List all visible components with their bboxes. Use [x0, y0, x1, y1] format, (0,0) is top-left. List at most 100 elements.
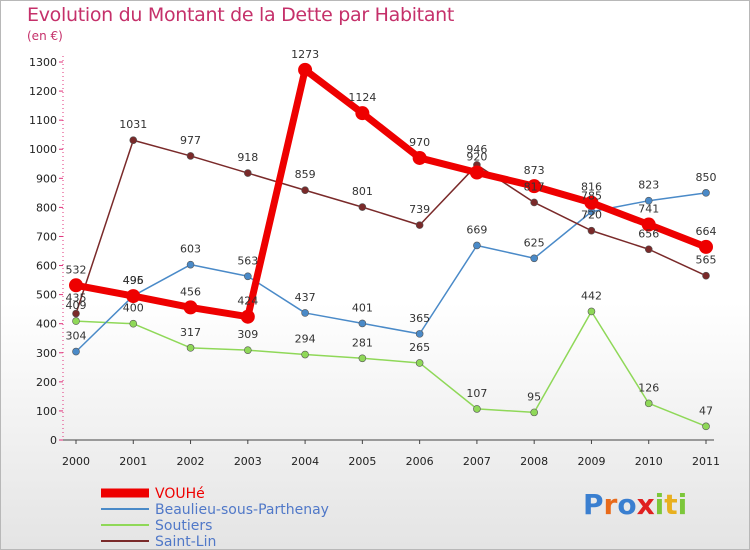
- data-label: 401: [352, 301, 373, 314]
- data-point: [69, 278, 83, 293]
- data-point: [587, 307, 596, 316]
- data-label: 977: [180, 134, 201, 147]
- data-label: 456: [180, 285, 201, 298]
- data-point: [183, 300, 198, 315]
- data-point: [244, 346, 252, 354]
- x-tick-label: 2010: [635, 455, 663, 468]
- data-point: [358, 354, 367, 363]
- data-label: 563: [237, 254, 258, 267]
- data-point: [530, 408, 538, 417]
- y-tick-label: 600: [36, 260, 57, 273]
- y-tick-label: 300: [36, 347, 57, 360]
- x-tick-label: 2001: [119, 455, 147, 468]
- data-label: 565: [696, 254, 717, 267]
- y-tick-label: 700: [36, 230, 57, 243]
- data-label: 1031: [119, 118, 147, 131]
- data-label: 823: [638, 179, 659, 192]
- y-tick-label: 0: [50, 434, 57, 447]
- data-point: [584, 195, 599, 210]
- data-label: 126: [638, 381, 659, 394]
- data-point: [699, 239, 713, 254]
- legend-entry: VOUHé: [155, 486, 205, 502]
- data-point: [186, 344, 195, 352]
- data-label: 309: [237, 328, 258, 341]
- series-line-2: [75, 310, 707, 428]
- data-label: 442: [581, 289, 602, 302]
- data-point: [301, 186, 309, 195]
- data-point: [186, 260, 195, 269]
- y-tick-label: 1300: [29, 56, 57, 69]
- data-label: 817: [524, 180, 545, 193]
- data-label: 281: [352, 336, 373, 349]
- data-label: 265: [409, 341, 430, 354]
- data-label: 1124: [348, 91, 376, 104]
- data-point: [355, 106, 370, 121]
- y-tick-label: 1100: [29, 114, 57, 127]
- x-tick-label: 2003: [234, 455, 262, 468]
- data-point: [644, 196, 653, 205]
- logo-letter: r: [603, 488, 618, 521]
- logo-letter: o: [617, 488, 637, 521]
- data-point: [72, 347, 80, 356]
- x-tick-label: 2005: [348, 455, 376, 468]
- data-point: [186, 152, 195, 160]
- data-point: [473, 241, 481, 250]
- data-label: 873: [524, 164, 545, 177]
- data-point: [415, 330, 424, 338]
- y-tick-label: 500: [36, 289, 57, 302]
- proxiti-logo: Proxiti: [583, 488, 687, 521]
- data-label: 669: [466, 223, 487, 236]
- data-label: 946: [466, 143, 487, 156]
- chart-title: Evolution du Montant de la Dette par Hab…: [27, 4, 455, 26]
- data-point: [473, 405, 481, 413]
- data-label: 801: [352, 185, 373, 198]
- data-point: [587, 226, 596, 235]
- legend-entry: Beaulieu-sous-Parthenay: [155, 502, 329, 518]
- x-tick-label: 2006: [406, 455, 434, 468]
- data-label: 424: [237, 295, 258, 308]
- data-point: [644, 399, 653, 408]
- data-label: 496: [123, 274, 144, 287]
- data-label: 739: [409, 203, 430, 216]
- data-label: 920: [466, 150, 487, 163]
- data-point: [702, 189, 710, 197]
- data-point: [244, 272, 252, 281]
- data-label: 625: [524, 236, 545, 249]
- data-point: [530, 254, 538, 263]
- series-line-3: [75, 139, 707, 314]
- y-tick-label: 400: [36, 318, 57, 331]
- y-tick-label: 100: [36, 405, 57, 418]
- data-label: 495: [123, 274, 144, 287]
- data-label: 1273: [291, 48, 319, 61]
- x-tick-label: 2004: [291, 455, 319, 468]
- data-label: 437: [295, 291, 316, 304]
- y-tick-label: 900: [36, 172, 57, 185]
- logo-letter: t: [664, 488, 678, 521]
- data-point: [72, 317, 80, 325]
- data-label: 400: [123, 302, 144, 315]
- chart-unit: (en €): [27, 29, 63, 43]
- data-point: [129, 136, 138, 145]
- data-label: 859: [295, 168, 316, 181]
- logo-letter: i: [677, 488, 688, 521]
- logo-letter: i: [654, 488, 665, 521]
- x-tick-label: 2009: [577, 455, 605, 468]
- data-point: [469, 165, 484, 180]
- data-point: [415, 359, 424, 367]
- x-tick-label: 2007: [463, 455, 491, 468]
- data-point: [72, 309, 80, 318]
- data-label: 365: [409, 312, 430, 325]
- data-label: 107: [466, 387, 487, 400]
- data-point: [126, 289, 141, 304]
- data-label: 95: [527, 390, 541, 403]
- data-point: [412, 150, 427, 165]
- data-label: 304: [66, 330, 87, 343]
- data-point: [301, 350, 309, 359]
- data-point: [298, 62, 313, 77]
- data-label: 720: [581, 209, 602, 222]
- y-tick-label: 1200: [29, 85, 57, 98]
- data-point: [415, 221, 424, 229]
- data-point: [244, 169, 252, 177]
